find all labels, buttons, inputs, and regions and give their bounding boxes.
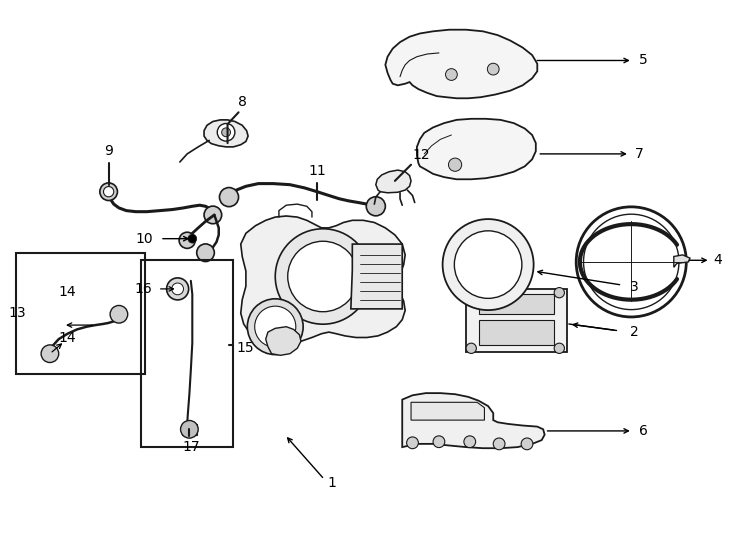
Polygon shape [402, 393, 545, 448]
Circle shape [454, 231, 522, 299]
Circle shape [487, 63, 499, 75]
Text: 1: 1 [327, 476, 336, 490]
Text: 4: 4 [713, 253, 722, 267]
Polygon shape [182, 424, 197, 435]
Text: 10: 10 [135, 232, 153, 246]
Circle shape [197, 244, 214, 261]
Text: 14: 14 [59, 330, 76, 345]
Circle shape [103, 186, 114, 197]
Circle shape [464, 436, 476, 448]
Circle shape [100, 183, 117, 200]
Text: 12: 12 [413, 148, 430, 162]
Circle shape [288, 241, 358, 312]
Polygon shape [376, 170, 411, 193]
Circle shape [493, 438, 505, 450]
Circle shape [222, 128, 230, 137]
Text: 5: 5 [639, 53, 647, 68]
Circle shape [204, 206, 222, 224]
Text: 14: 14 [59, 285, 76, 299]
Text: 3: 3 [630, 280, 639, 294]
Circle shape [466, 343, 476, 354]
Polygon shape [674, 255, 690, 267]
Circle shape [521, 438, 533, 450]
Text: 6: 6 [639, 424, 647, 438]
Polygon shape [241, 216, 405, 345]
Circle shape [446, 69, 457, 80]
Circle shape [167, 278, 189, 300]
Polygon shape [411, 402, 484, 420]
Text: 7: 7 [635, 147, 644, 161]
Text: 15: 15 [236, 341, 254, 355]
Circle shape [181, 421, 198, 438]
Circle shape [466, 287, 476, 298]
Circle shape [433, 436, 445, 448]
Bar [16, 253, 145, 374]
Circle shape [366, 197, 385, 216]
Circle shape [554, 343, 564, 354]
Text: 2: 2 [630, 325, 639, 339]
Circle shape [255, 306, 296, 347]
Polygon shape [466, 289, 567, 352]
Text: 16: 16 [135, 282, 153, 296]
Circle shape [443, 219, 534, 310]
Circle shape [275, 229, 371, 324]
Circle shape [219, 187, 239, 207]
Polygon shape [385, 30, 537, 98]
Polygon shape [351, 244, 402, 309]
Circle shape [110, 306, 128, 323]
Circle shape [41, 345, 59, 362]
Text: 11: 11 [308, 164, 326, 178]
Bar [141, 260, 233, 447]
Text: 9: 9 [104, 144, 113, 158]
Circle shape [247, 299, 303, 355]
Polygon shape [417, 119, 536, 179]
Circle shape [217, 124, 235, 141]
Polygon shape [479, 294, 554, 314]
Polygon shape [266, 327, 301, 355]
Circle shape [554, 287, 564, 298]
Text: 13: 13 [9, 306, 26, 320]
Polygon shape [479, 320, 554, 345]
Polygon shape [204, 120, 248, 147]
Circle shape [188, 234, 197, 243]
Text: 8: 8 [238, 95, 247, 109]
Text: 17: 17 [182, 440, 200, 454]
Circle shape [448, 158, 462, 171]
Circle shape [407, 437, 418, 449]
Circle shape [172, 283, 184, 295]
Circle shape [179, 232, 195, 248]
